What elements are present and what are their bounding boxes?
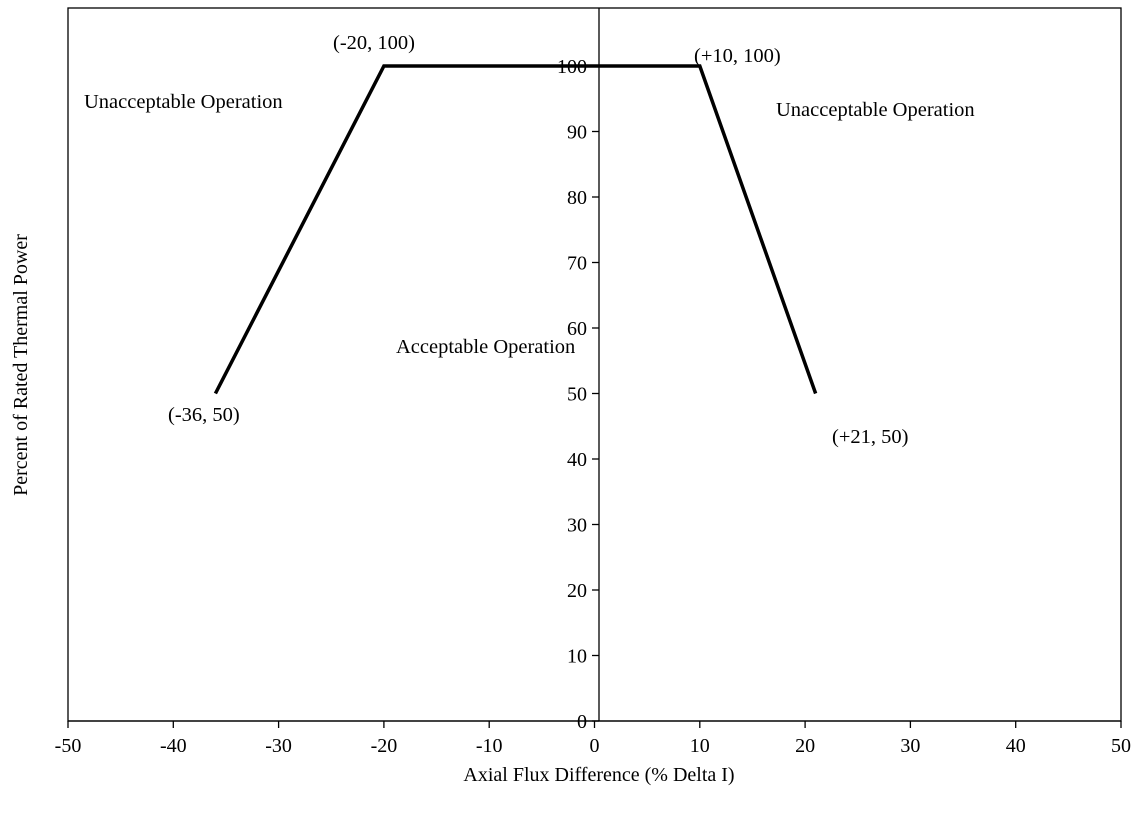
region-label-center: Acceptable Operation xyxy=(396,336,575,358)
point-label: (+21, 50) xyxy=(832,426,908,448)
x-axis-title: Axial Flux Difference (% Delta I) xyxy=(463,764,734,786)
y-tick-label: 80 xyxy=(567,187,587,209)
y-tick-label: 20 xyxy=(567,580,587,602)
y-tick-label: 40 xyxy=(567,449,587,471)
point-label: (-20, 100) xyxy=(333,32,415,54)
point-label: (+10, 100) xyxy=(694,45,781,67)
point-label: (-36, 50) xyxy=(168,404,240,426)
x-tick-label: -40 xyxy=(160,735,187,757)
y-tick-label: 50 xyxy=(567,384,587,406)
x-tick-label: 40 xyxy=(1006,735,1026,757)
x-tick-label: 10 xyxy=(690,735,710,757)
x-tick-label: -50 xyxy=(55,735,82,757)
y-tick-label: 90 xyxy=(567,122,587,144)
y-tick-label: 30 xyxy=(567,515,587,537)
x-tick-label: 50 xyxy=(1111,735,1131,757)
y-tick-label: 10 xyxy=(567,646,587,668)
x-tick-label: 0 xyxy=(590,735,600,757)
y-tick-label: 0 xyxy=(577,711,587,733)
y-tick-label: 60 xyxy=(567,318,587,340)
series-layer xyxy=(213,64,818,395)
region-label-left: Unacceptable Operation xyxy=(84,91,283,113)
x-tick-label: -10 xyxy=(476,735,503,757)
x-tick-label: -30 xyxy=(265,735,292,757)
x-tick-label: 30 xyxy=(900,735,920,757)
limit-line xyxy=(213,64,818,395)
y-tick-label: 70 xyxy=(567,253,587,275)
x-axis: -50 -40 -30 -20 -10 0 10 20 30 40 50 xyxy=(55,720,1131,757)
x-tick-label: 20 xyxy=(795,735,815,757)
x-tick-label: -20 xyxy=(371,735,398,757)
y-axis-title: Percent of Rated Thermal Power xyxy=(10,234,32,496)
region-label-right: Unacceptable Operation xyxy=(776,99,975,121)
labels-layer: Unacceptable Operation Unacceptable Oper… xyxy=(10,32,975,786)
